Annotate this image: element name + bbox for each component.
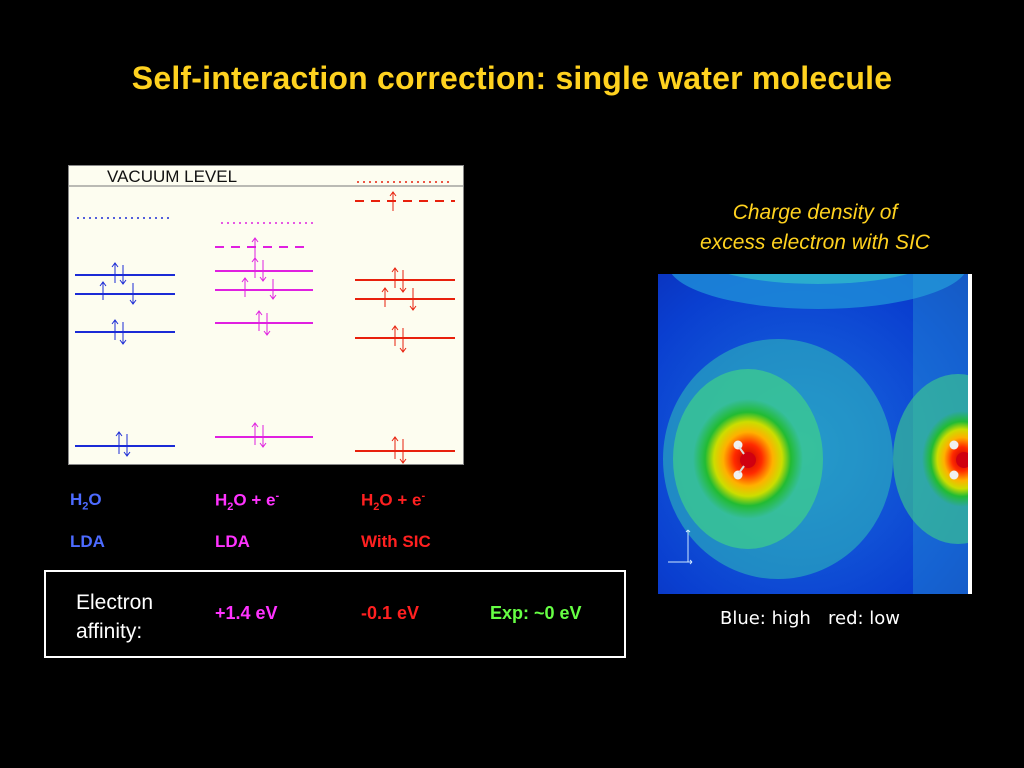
electron-affinity-label: Electron affinity: bbox=[76, 591, 154, 643]
density-color-legend: Blue: high red: low bbox=[719, 608, 901, 629]
axes-icon bbox=[668, 529, 693, 565]
slide-title: Self-interaction correction: single wate… bbox=[131, 60, 893, 96]
h2o-lda-levels bbox=[75, 217, 175, 457]
electron-affinity-box bbox=[44, 570, 626, 658]
charge-density-map bbox=[658, 274, 972, 594]
vacuum-level-label: VACUUM LEVEL bbox=[107, 167, 237, 186]
ea-sic-value: -0.1 eV bbox=[361, 603, 420, 623]
charge-density-caption: Charge density of excess electron with S… bbox=[700, 201, 930, 254]
col2-method: LDA bbox=[215, 532, 250, 551]
col3-formula: H2O + e- bbox=[361, 490, 426, 514]
col1-formula: H2O bbox=[70, 490, 102, 513]
ea-exp-value: Exp: ~0 eV bbox=[490, 603, 582, 623]
col1-method: LDA bbox=[70, 532, 105, 551]
col2-formula: H2O + e- bbox=[215, 490, 280, 514]
h2o-anion-lda-levels bbox=[215, 222, 317, 448]
col3-method: With SIC bbox=[361, 532, 431, 551]
h2o-anion-sic-levels bbox=[355, 181, 455, 464]
water-molecule-1 bbox=[733, 440, 756, 480]
ea-lda-value: +1.4 eV bbox=[215, 603, 278, 623]
energy-level-diagram: VACUUM LEVEL bbox=[68, 165, 464, 465]
